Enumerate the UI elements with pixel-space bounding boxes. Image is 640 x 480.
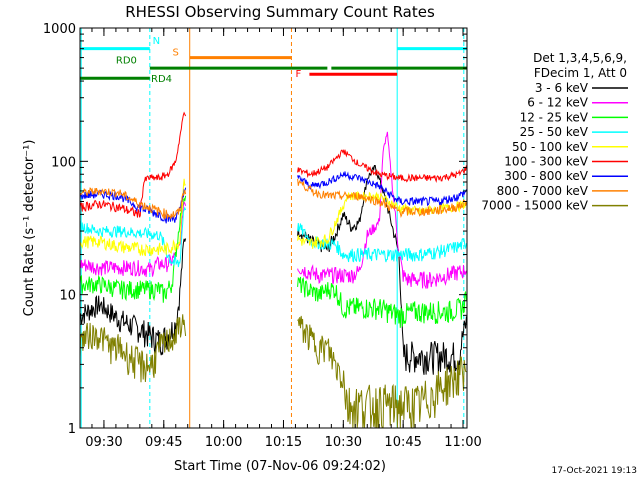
legend-header-1: Det 1,3,4,5,6,9, (533, 51, 627, 65)
plot-frame (79, 27, 468, 429)
legend-label: 3 - 6 keV (535, 81, 589, 95)
footer-date: 17-Oct-2021 19:13 (552, 466, 637, 476)
legend-label: 50 - 100 keV (512, 140, 589, 154)
state-label: F (295, 69, 301, 80)
legend-label: 25 - 50 keV (520, 125, 589, 139)
legend-label: 6 - 12 keV (527, 96, 589, 110)
y-tick-label: 10 (59, 289, 76, 304)
legend-header-2: FDecim 1, Att 0 (534, 66, 627, 80)
legend-label: 300 - 800 keV (504, 169, 588, 183)
y-tick-label: 1000 (43, 22, 76, 37)
x-axis-label: Start Time (07-Nov-06 09:24:02) (174, 459, 386, 474)
state-bars: N S F RD0 RD4 (80, 36, 467, 85)
legend: Det 1,3,4,5,6,9, FDecim 1, Att 0 3 - 6 k… (481, 51, 628, 213)
y-axis-label: Count Rate (s⁻¹ detector⁻¹) (22, 140, 37, 317)
axes: 09:30 09:45 10:00 10:15 10:30 10:45 11:00 1 10 10… (43, 22, 482, 450)
series-line (79, 314, 467, 429)
x-tick-label: 11:00 (444, 435, 481, 450)
legend-label: 100 - 300 keV (504, 155, 588, 169)
x-tick-label: 10:00 (205, 435, 242, 450)
x-tick-label: 09:30 (85, 435, 122, 450)
series-line (79, 111, 467, 218)
x-tick-label: 10:45 (384, 435, 421, 450)
series-lines (79, 111, 467, 429)
chart-title: RHESSI Observing Summary Count Rates (125, 3, 435, 21)
state-label: RD0 (116, 56, 137, 67)
legend-label: 7000 - 15000 keV (481, 199, 588, 213)
vertical-markers (80, 28, 465, 428)
legend-label: 12 - 25 keV (520, 110, 589, 124)
x-tick-label: 10:15 (265, 435, 302, 450)
series-line (79, 195, 467, 328)
state-label: S (173, 48, 179, 59)
y-tick-label: 100 (51, 155, 76, 170)
y-tick-label: 1 (68, 422, 76, 437)
series-line (79, 178, 467, 220)
state-label: RD4 (151, 74, 172, 85)
x-tick-label: 10:30 (325, 435, 362, 450)
legend-label: 800 - 7000 keV (497, 184, 589, 198)
state-label: N (153, 36, 160, 47)
x-tick-label: 09:45 (145, 435, 182, 450)
